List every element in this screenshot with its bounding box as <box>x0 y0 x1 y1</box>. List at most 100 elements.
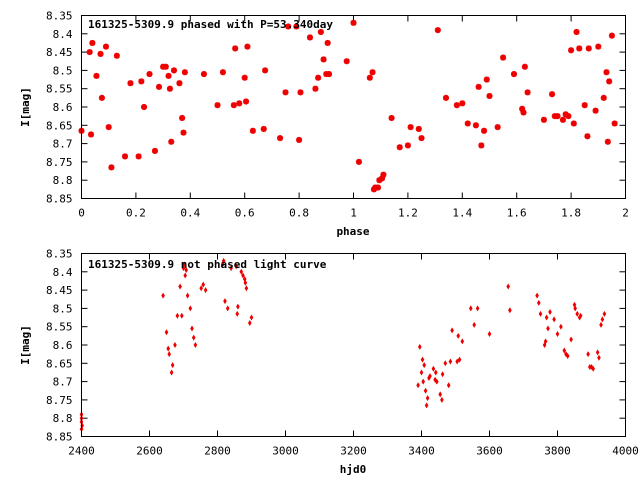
unphased-data-point <box>460 338 465 345</box>
phased-data-point <box>591 106 600 115</box>
phased-data-point <box>523 88 532 97</box>
phased-data-point <box>548 90 557 99</box>
phased-data-point <box>92 71 101 80</box>
unphased-data-point <box>173 342 177 348</box>
phased-data-point <box>406 123 415 132</box>
phased-x-tick-label: 1.2 <box>398 207 418 220</box>
unphased-data-point <box>423 387 428 394</box>
unphased-y-tick-label: 8.65 <box>46 357 73 370</box>
phased-data-point <box>126 79 135 88</box>
phased-data-point <box>229 101 238 110</box>
phased-data-point <box>165 84 174 93</box>
phased-data-point <box>323 38 332 47</box>
phased-data-point <box>235 99 244 108</box>
phased-data-point <box>319 55 328 64</box>
unphased-data-point <box>235 310 240 317</box>
unphased-y-tick-label: 8.55 <box>46 321 73 334</box>
phased-data-point <box>354 157 363 166</box>
phased-y-tick-label: 8.35 <box>46 10 73 23</box>
phased-data-point <box>199 70 208 79</box>
unphased-data-point <box>425 395 430 402</box>
unphased-x-tick-label: 4000 <box>612 445 639 458</box>
phased-axis-ticks: 0 0.2 0.4 0.6 0.8 1 1.2 1.4 1.6 1.8 2 8.35 8.4 8.45 8.… <box>46 10 629 220</box>
unphased-data-point <box>420 356 425 363</box>
unphased-data-point <box>448 358 453 365</box>
phased-data-point <box>441 93 450 102</box>
unphased-data-point <box>418 343 422 350</box>
phased-data-point <box>572 27 581 36</box>
phased-chart-title: 161325-5309.9 phased with P=53.340day <box>88 18 333 31</box>
phased-data-point <box>134 152 143 161</box>
phased-data-point <box>379 170 388 179</box>
phased-data-point <box>471 121 480 130</box>
unphased-data-point <box>559 323 563 330</box>
phased-data-point <box>305 33 314 42</box>
unphased-data-point <box>599 321 603 328</box>
phased-data-point <box>178 113 187 122</box>
unphased-data-point <box>431 365 436 372</box>
unphased-data-point <box>175 312 180 319</box>
phased-x-tick-label: 1.4 <box>452 207 472 220</box>
phased-data-point <box>599 93 608 102</box>
phased-data-point <box>373 183 382 192</box>
phased-light-curve-chart: 0 0.2 0.4 0.6 0.8 1 1.2 1.4 1.6 1.8 2 8.35 8.4 8.45 8.… <box>19 10 629 239</box>
unphased-data-point <box>546 325 550 332</box>
phased-data-point <box>403 141 412 150</box>
phased-data-point <box>417 134 426 143</box>
unphased-y-tick-label: 8.8 <box>53 412 73 425</box>
phased-data-point <box>101 42 110 51</box>
phased-data-point <box>97 93 106 102</box>
unphased-data-point <box>169 369 174 376</box>
unphased-x-tick-label: 2400 <box>68 445 95 458</box>
phased-y-tick-label: 8.85 <box>46 193 73 206</box>
phased-x-tick-label: 1.6 <box>507 207 527 220</box>
phased-x-tick-label: 2 <box>622 207 629 220</box>
phased-data-point <box>145 70 154 79</box>
phased-x-tick-label: 0 <box>78 207 85 220</box>
phased-data-point <box>281 88 290 97</box>
phased-data-point <box>584 44 593 53</box>
phased-data-point <box>607 31 616 40</box>
phased-data-point <box>349 18 358 27</box>
phased-data-point <box>583 132 592 141</box>
unphased-x-tick-label: 3000 <box>272 445 299 458</box>
unphased-y-tick-label: 8.4 <box>53 266 73 279</box>
unphased-data-point <box>161 292 165 299</box>
phased-y-tick-label: 8.8 <box>53 174 73 187</box>
phased-data-point <box>580 101 589 110</box>
unphased-x-tick-label: 3600 <box>476 445 503 458</box>
phased-data-point <box>112 51 121 60</box>
phased-data-point <box>167 137 176 146</box>
unphased-data-point <box>575 310 580 317</box>
unphased-data-point <box>188 305 193 312</box>
phased-y-tick-label: 8.75 <box>46 156 73 169</box>
unphased-data-point <box>456 332 461 339</box>
unphased-data-point <box>419 369 424 376</box>
unphased-y-tick-label: 8.45 <box>46 284 73 297</box>
phased-data-point <box>433 26 442 35</box>
phased-data-point <box>107 163 116 172</box>
phased-data-point <box>240 73 249 82</box>
unphased-data-point <box>487 331 492 338</box>
phased-data-point <box>259 124 268 133</box>
phased-y-tick-label: 8.6 <box>53 101 73 114</box>
phased-data-point <box>242 97 251 106</box>
unphased-data-point <box>422 362 427 369</box>
phased-data-point <box>325 70 334 79</box>
phased-data-point <box>150 146 159 155</box>
unphased-y-tick-label: 8.6 <box>53 339 73 352</box>
phased-data-point <box>569 119 578 128</box>
phased-data-point <box>295 135 304 144</box>
unphased-data-point <box>508 307 512 314</box>
unphased-data-point <box>421 378 425 385</box>
phased-data-point <box>520 62 529 71</box>
phased-data-point <box>140 103 149 111</box>
phased-data-point <box>365 73 374 82</box>
unphased-data-point <box>602 310 607 317</box>
phased-plot-frame <box>81 15 626 199</box>
unphased-data-point <box>438 391 442 398</box>
phased-data-point <box>485 92 494 101</box>
unphased-data-point <box>440 371 445 378</box>
unphased-data-point <box>178 283 182 290</box>
